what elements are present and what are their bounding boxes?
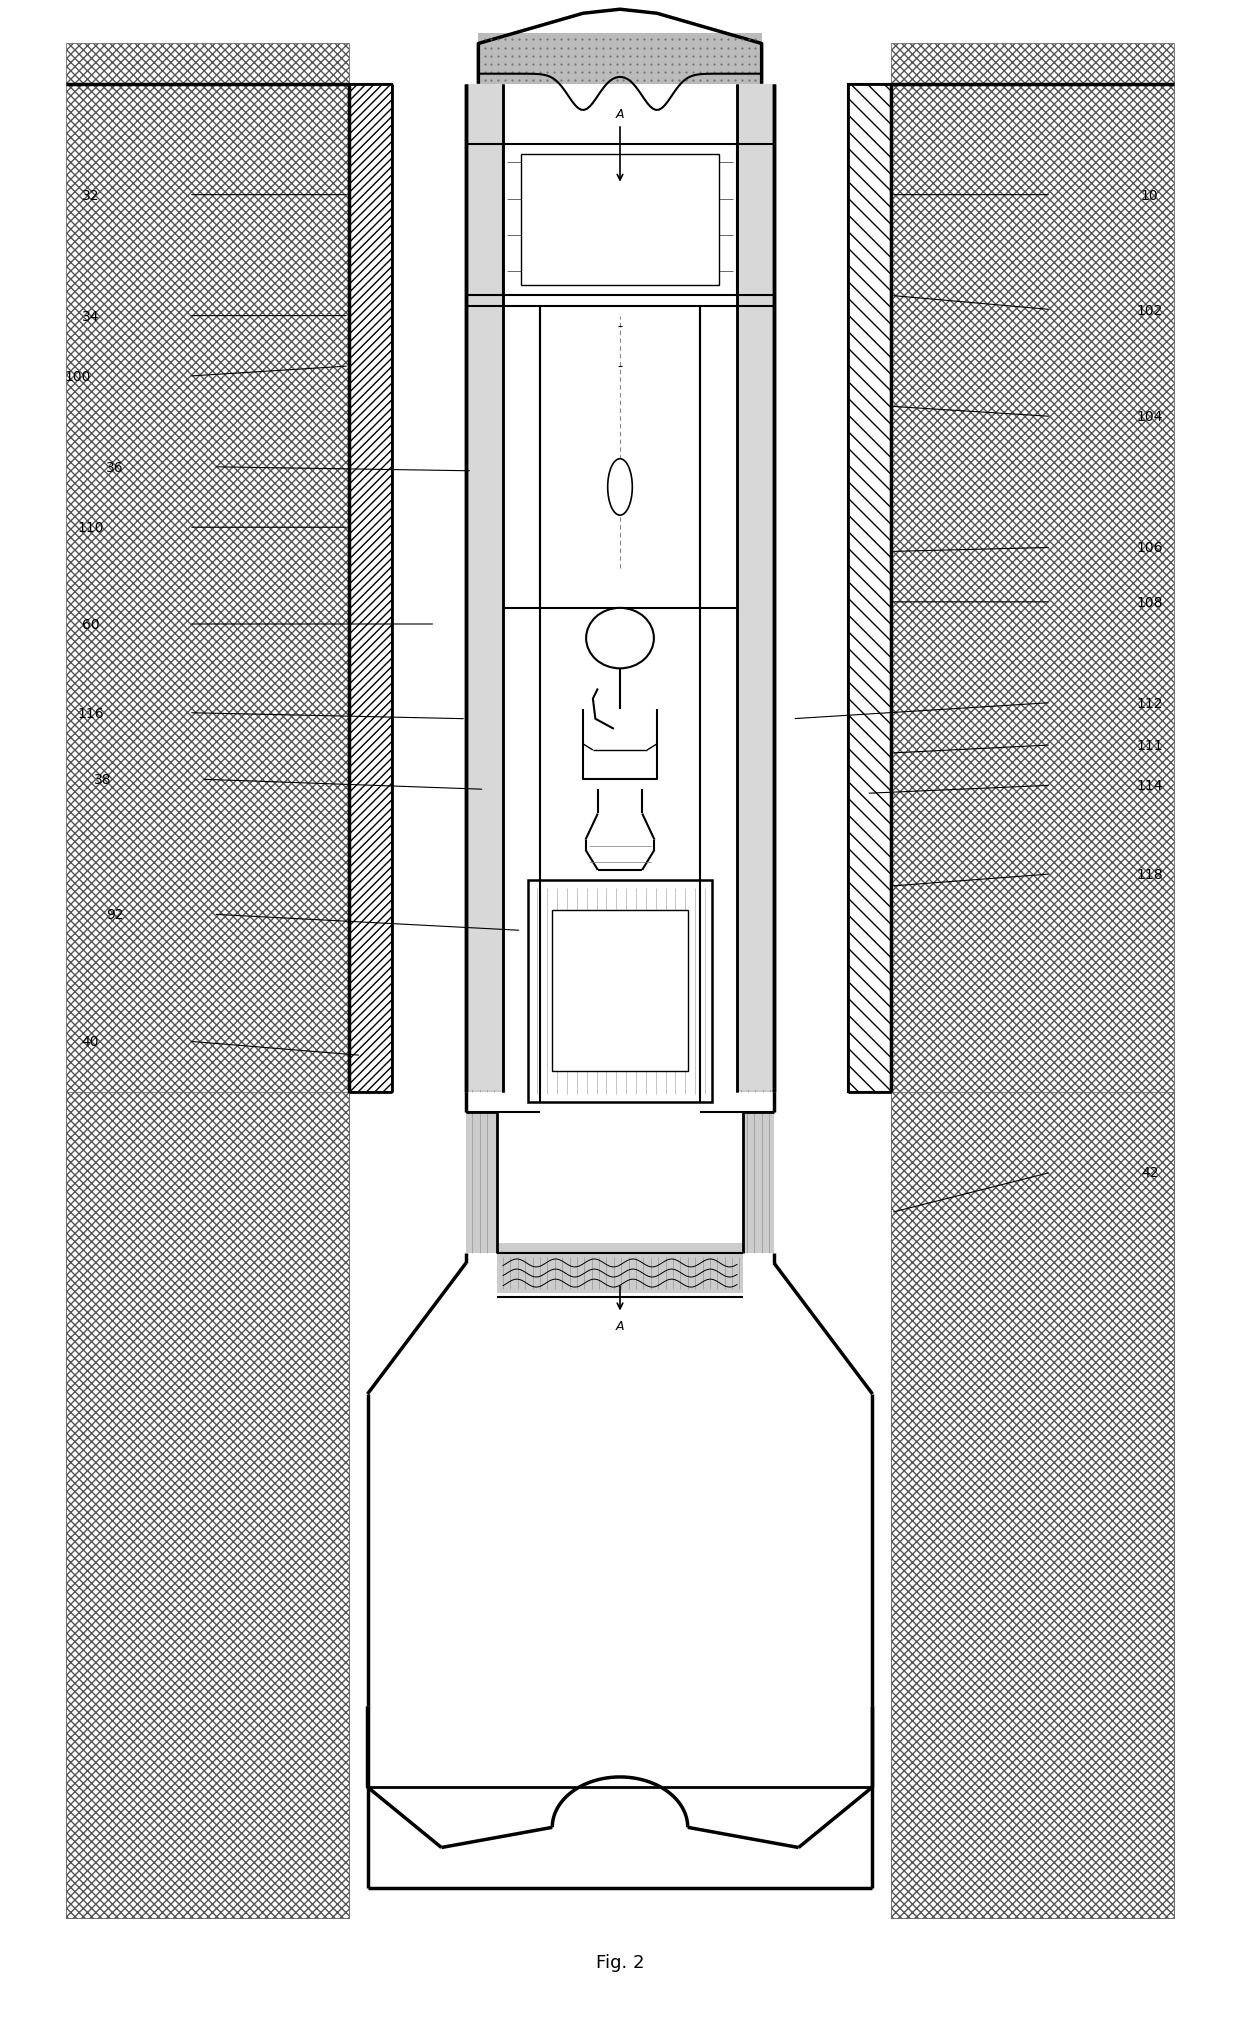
Text: Fig. 2: Fig. 2 bbox=[595, 1954, 645, 1972]
Bar bbox=[737, 85, 773, 1090]
Bar bbox=[503, 146, 737, 295]
Ellipse shape bbox=[587, 609, 653, 670]
Text: 112: 112 bbox=[1136, 696, 1163, 710]
Text: 34: 34 bbox=[82, 310, 99, 324]
Bar bbox=[848, 85, 892, 1092]
Bar bbox=[892, 1092, 1174, 1918]
Bar bbox=[467, 85, 503, 1090]
Text: 42: 42 bbox=[1141, 1165, 1158, 1179]
Text: 110: 110 bbox=[77, 522, 104, 534]
Bar bbox=[467, 87, 773, 1090]
Bar bbox=[552, 910, 688, 1072]
Text: 100: 100 bbox=[64, 370, 92, 384]
Text: 114: 114 bbox=[1136, 779, 1163, 793]
Bar bbox=[522, 156, 718, 285]
Text: A: A bbox=[616, 1319, 624, 1333]
Ellipse shape bbox=[608, 459, 632, 516]
Bar bbox=[737, 85, 774, 1092]
Bar bbox=[529, 884, 711, 1098]
Bar bbox=[743, 1113, 774, 1254]
Text: A: A bbox=[616, 107, 624, 121]
Bar bbox=[479, 34, 761, 85]
Bar bbox=[892, 45, 1174, 1918]
Bar bbox=[367, 1394, 873, 1707]
Text: 111: 111 bbox=[1136, 738, 1163, 753]
Bar bbox=[528, 880, 712, 1103]
Bar bbox=[66, 45, 1174, 1918]
Text: 40: 40 bbox=[82, 1034, 99, 1048]
Text: 118: 118 bbox=[1136, 868, 1163, 882]
Text: 104: 104 bbox=[1136, 411, 1163, 425]
Text: 106: 106 bbox=[1136, 540, 1163, 554]
Bar bbox=[466, 85, 503, 1092]
Text: 32: 32 bbox=[82, 188, 99, 202]
Text: 10: 10 bbox=[1141, 188, 1158, 202]
Text: 116: 116 bbox=[77, 706, 104, 720]
Bar bbox=[66, 1092, 348, 1918]
Bar bbox=[497, 1244, 743, 1293]
Text: 36: 36 bbox=[107, 461, 124, 475]
Text: 92: 92 bbox=[107, 908, 124, 922]
Bar bbox=[348, 85, 392, 1092]
Text: 102: 102 bbox=[1136, 303, 1163, 318]
Text: 38: 38 bbox=[94, 773, 112, 787]
Bar bbox=[392, 45, 848, 85]
Bar bbox=[66, 45, 348, 1918]
Bar bbox=[466, 1113, 497, 1254]
Bar bbox=[539, 305, 701, 609]
Text: 60: 60 bbox=[82, 617, 99, 631]
Text: 108: 108 bbox=[1136, 595, 1163, 609]
